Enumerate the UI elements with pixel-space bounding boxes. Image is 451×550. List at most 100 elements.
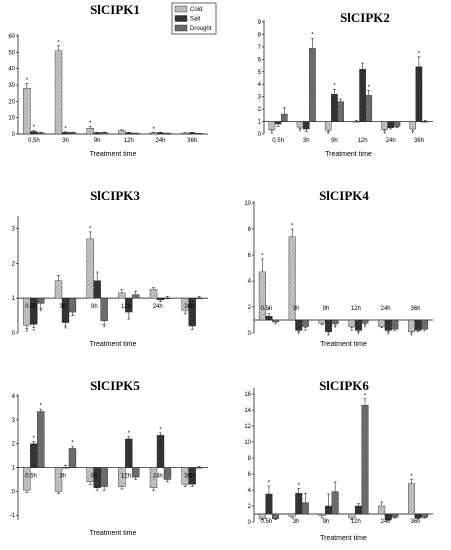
significance-mark: * [40, 310, 43, 316]
y-tick-label: 9 [258, 20, 262, 26]
bar-cold [378, 319, 386, 327]
y-tick-label: 0 [258, 132, 262, 138]
x-tick-label: 3h [59, 304, 66, 310]
legend: Cold Salt Drought [171, 2, 217, 35]
x-tick-label: 9h [323, 306, 330, 312]
x-tick-label: 36h [410, 306, 420, 312]
y-tick-label: 1 [12, 466, 16, 472]
y-tick-label: 10 [244, 201, 251, 207]
significance-mark: * [298, 333, 301, 339]
x-tick-label: 36h [187, 138, 197, 144]
y-tick-label: 4 [248, 488, 252, 494]
x-axis-title: Treatment time [320, 535, 367, 542]
y-tick-label: 0 [248, 520, 252, 526]
x-tick-label: 0.5h [28, 138, 40, 144]
y-tick-label: 8 [258, 32, 262, 38]
y-tick-label: 2 [12, 442, 16, 448]
bar-salt [93, 280, 101, 299]
x-tick-label: 36h [410, 519, 420, 525]
legend-swatch-drought [174, 24, 188, 32]
bar-cold [408, 483, 416, 515]
bar-cold [288, 513, 296, 517]
bar-salt [415, 66, 423, 122]
x-tick-label: 0.5h [272, 138, 284, 144]
x-tick-label: 12h [351, 306, 361, 312]
bar-salt [30, 131, 38, 135]
legend-label-cold: Cold [190, 7, 202, 13]
bar-salt [61, 467, 70, 469]
bar-cold [181, 132, 189, 135]
significance-mark: * [334, 326, 337, 332]
x-tick-label: 24h [153, 474, 163, 480]
bar-cold [149, 289, 158, 299]
bar-salt [274, 121, 282, 125]
bar-drought [100, 467, 108, 487]
significance-mark: * [368, 85, 371, 91]
y-tick-label: 0 [12, 132, 16, 138]
bar-salt [295, 493, 303, 515]
x-tick-label: 9h [91, 304, 98, 310]
x-tick-label: 36h [414, 138, 424, 144]
significance-mark: * [261, 253, 264, 259]
bar-salt [295, 319, 303, 331]
chart-title: SlCIPK2 [340, 10, 390, 25]
significance-mark: * [33, 436, 36, 442]
bar-salt [359, 69, 366, 122]
x-tick-label: 0.5h [260, 306, 272, 312]
y-tick-label: 8 [248, 456, 252, 462]
bar-cold [378, 505, 386, 515]
x-tick-label: 24h [381, 306, 391, 312]
bar-drought [271, 319, 279, 323]
bar-drought [163, 467, 172, 480]
bar-salt [325, 505, 333, 515]
y-tick-label: 20 [8, 99, 15, 105]
bar-drought [271, 513, 279, 519]
significance-mark: * [40, 404, 43, 410]
x-tick-label: 12h [351, 519, 361, 525]
bar-salt [61, 132, 70, 135]
y-tick-label: 6 [248, 253, 252, 259]
significance-mark: * [387, 333, 390, 339]
x-tick-label: 9h [323, 519, 330, 525]
chart-panel-5: SlCIPK5 -1 0 1 2 3 4 * * * * * 0.5h 3h 9h 12h 24h 36h Trea… [10, 378, 208, 537]
bar-salt [331, 93, 338, 122]
bar-drought [195, 133, 203, 135]
x-tick-label: 9h [91, 474, 98, 480]
chart-title: SlCIPK3 [90, 188, 140, 203]
y-tick-label: 4 [248, 279, 252, 285]
chart-title: SlCIPK4 [319, 188, 369, 203]
significance-mark: * [357, 333, 360, 339]
x-tick-label: 9h [94, 138, 101, 144]
bar-salt [325, 319, 333, 332]
significance-mark: * [64, 327, 67, 333]
bar-cold [324, 121, 332, 131]
x-axis-title: Treatment time [90, 530, 137, 537]
x-tick-label: 24h [386, 138, 396, 144]
significance-mark: * [304, 329, 307, 335]
significance-mark: * [351, 329, 354, 335]
y-tick-label: 8 [248, 227, 252, 233]
bar-cold [318, 319, 326, 324]
significance-mark: * [71, 441, 74, 447]
significance-mark: * [364, 326, 367, 332]
bar-salt [188, 297, 196, 327]
x-tick-label: 12h [121, 304, 131, 310]
bar-drought [421, 513, 429, 518]
bar-cold [296, 121, 304, 128]
y-tick-label: 2 [248, 305, 252, 311]
y-tick-label: 12 [244, 424, 251, 430]
chart-title: SlCIPK6 [319, 378, 369, 393]
significance-mark: * [159, 427, 162, 433]
bar-drought [68, 297, 77, 313]
bar-salt [414, 319, 422, 331]
bar-salt [61, 297, 70, 323]
bar-drought [132, 294, 140, 299]
legend-swatch-cold [174, 5, 188, 13]
significance-mark: * [268, 481, 271, 487]
y-tick-label: 40 [8, 67, 15, 73]
bar-drought [68, 448, 77, 468]
x-axis-title: Treatment time [320, 341, 367, 348]
bar-salt [387, 121, 395, 128]
